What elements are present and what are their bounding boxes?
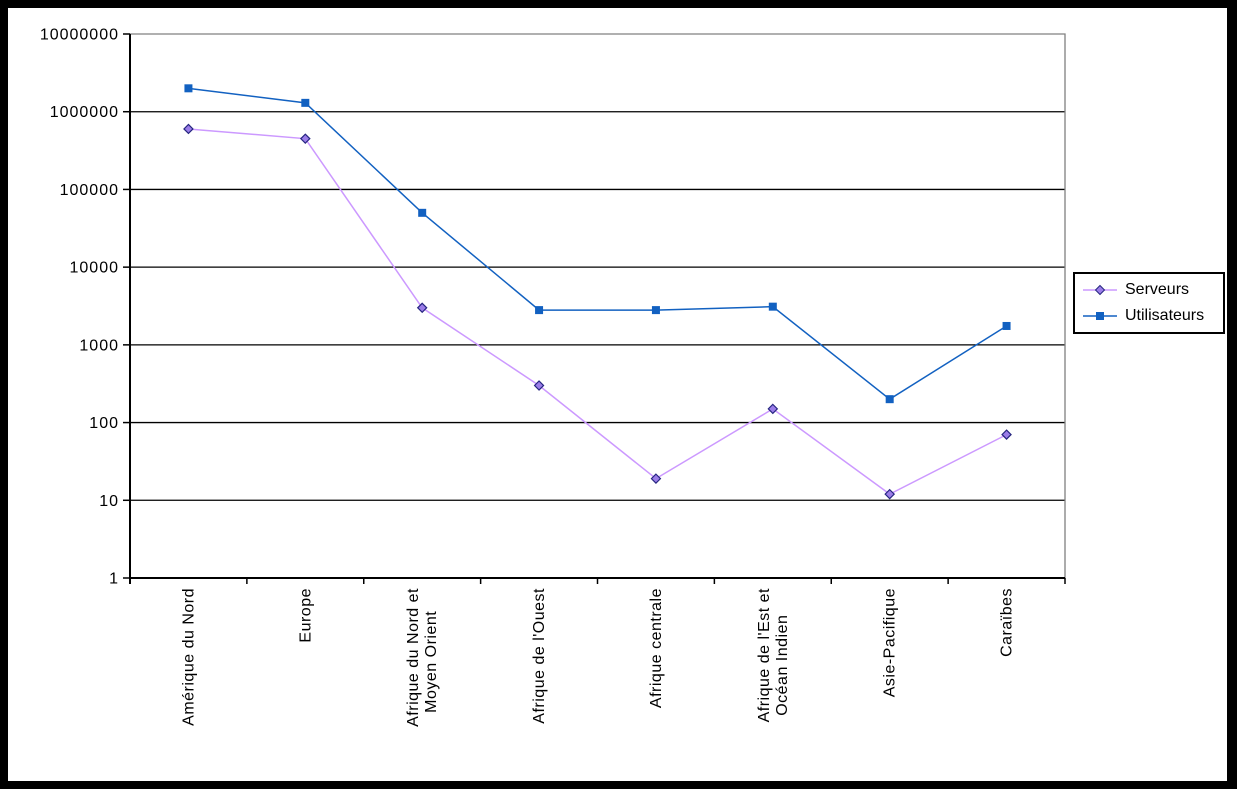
x-axis-category-label: Asie-Pacifique: [882, 588, 899, 697]
data-point-diamond: [416, 302, 428, 314]
utilisateurs-line-marker-icon: [1083, 311, 1117, 320]
data-point-diamond: [884, 488, 896, 500]
legend-marker-icon: [1094, 285, 1106, 296]
data-point-square: [535, 306, 544, 315]
legend-item-serveurs: Serveurs: [1083, 281, 1223, 299]
legend-marker-icon: [1096, 311, 1104, 320]
line-chart: 1 10 100 1000 10000 100000 1000000 10000000 Amér…: [40, 27, 1066, 727]
x-axis-category-label: Afrique centrale: [648, 588, 665, 708]
data-point-diamond: [533, 380, 545, 391]
serveurs-line-marker-icon: [1083, 285, 1117, 296]
y-axis-tick-label: 10: [99, 493, 119, 510]
legend-label-utilisateurs: Utilisateurs: [1125, 306, 1205, 324]
y-axis-tick-label: 1000000: [50, 104, 119, 121]
data-point-diamond: [183, 123, 194, 135]
series-line-serveurs: [188, 128, 1007, 496]
y-axis-tick-label: 10000: [70, 260, 120, 277]
data-point-square: [184, 84, 193, 93]
series-line-utilisateurs: [188, 87, 1007, 401]
y-axis-tick-label: 1000: [79, 337, 119, 354]
data-point-diamond: [767, 403, 779, 415]
plot-border: [130, 33, 1066, 578]
data-point-square: [651, 306, 660, 315]
x-axis-category-label: Afrique du Nord et: [405, 588, 422, 727]
y-axis-tick-label: 100: [89, 415, 119, 432]
data-point-square: [418, 208, 427, 217]
x-axis-category-label: Afrique de l'Est et: [756, 588, 773, 722]
legend: Serveurs Utilisateurs: [1073, 272, 1225, 334]
x-axis-category-label: Caraïbes: [999, 588, 1016, 657]
data-point-square: [301, 98, 310, 107]
data-point-square: [1002, 321, 1011, 330]
data-point-diamond: [1001, 429, 1012, 440]
data-point-diamond: [299, 133, 311, 145]
data-point-diamond: [650, 473, 662, 484]
legend-label-serveurs: Serveurs: [1125, 281, 1190, 299]
x-axis-category-label: Océan Indien: [774, 615, 791, 716]
x-axis-category-label: Europe: [297, 588, 314, 643]
x-axis-category-label: Moyen Orient: [423, 611, 440, 713]
x-axis-category-label: Afrique de l'Ouest: [531, 588, 548, 724]
y-axis-tick-label: 1: [109, 571, 119, 588]
data-point-square: [885, 395, 894, 404]
x-axis-category-label: Amérique du Nord: [180, 588, 197, 726]
y-axis-tick-label: 100000: [60, 182, 119, 199]
data-point-square: [768, 302, 777, 311]
legend-item-utilisateurs: Utilisateurs: [1083, 307, 1223, 325]
y-axis-tick-label: 10000000: [40, 27, 119, 44]
